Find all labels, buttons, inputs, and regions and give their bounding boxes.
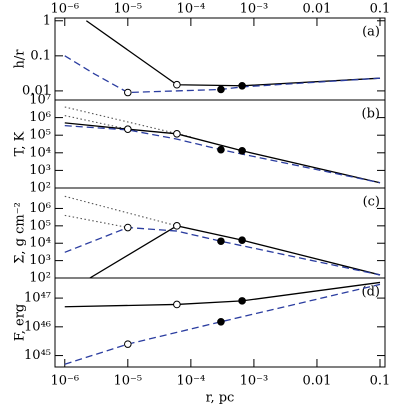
series-line [64, 283, 381, 365]
marker [217, 85, 225, 94]
marker [173, 300, 181, 309]
panel-frame [54, 99, 386, 189]
marker [238, 236, 246, 244]
y-tick-label: 10⁴ [29, 145, 51, 160]
plot-area [64, 106, 381, 184]
plot-area [64, 195, 381, 278]
x-tick-label: 10⁻⁶ [50, 2, 79, 17]
marker [124, 340, 132, 348]
marker [173, 130, 181, 138]
panel-frame [54, 187, 386, 279]
series-line [64, 115, 128, 130]
y-tick-label: 10³ [29, 163, 51, 178]
marker [124, 88, 132, 97]
y-tick-label: 10⁶ [29, 201, 51, 216]
y-tick-label: 10⁴ [29, 236, 51, 251]
series-line [64, 195, 178, 227]
marker [217, 237, 225, 246]
marker [238, 146, 246, 155]
panel-label: (b) [362, 107, 380, 122]
series-line [64, 226, 381, 276]
y-tick-label: 10⁴⁶ [24, 319, 51, 334]
y-tick-label: 10⁵ [29, 128, 51, 143]
y-tick-label: 10³ [29, 253, 51, 268]
x-tick-label: 0.01 [302, 2, 331, 17]
x-tick-label: 0.01 [302, 374, 331, 389]
marker [238, 297, 246, 305]
panel-label: (a) [362, 25, 380, 40]
x-tick-label: 10⁻⁵ [114, 374, 143, 389]
y-tick-label: 0.1 [30, 48, 51, 63]
y-axis-label: T, K [13, 131, 28, 156]
y-tick-label: 10⁵ [29, 218, 51, 233]
series-line [85, 20, 381, 87]
x-tick-label: 10⁻⁴ [177, 2, 206, 17]
series-line [64, 124, 381, 184]
y-tick-label: 10⁴⁷ [24, 291, 51, 306]
y-tick-label: 10⁴⁵ [24, 348, 51, 363]
series-line [64, 55, 381, 94]
x-tick-label: 0.1 [370, 2, 391, 17]
y-tick-label: 1 [43, 13, 51, 28]
y-tick-label: 10² [29, 181, 51, 196]
y-axis-label: Σ, g cm⁻² [13, 202, 28, 264]
series-line [64, 214, 128, 229]
marker [173, 80, 181, 89]
plot-area [64, 281, 381, 365]
marker [217, 145, 225, 154]
panel-label: (d) [362, 285, 380, 300]
plot-area [64, 20, 381, 97]
x-tick-label: 10⁻⁴ [177, 374, 206, 389]
marker [238, 81, 246, 90]
y-tick-label: 0.01 [22, 83, 51, 98]
x-tick-label: 10⁻³ [240, 374, 269, 389]
y-axis-label: F, erg [13, 304, 28, 342]
panel-frame [54, 277, 386, 368]
series-line [89, 225, 381, 278]
y-tick-label: 10² [29, 271, 51, 286]
x-tick-label: 10⁻⁵ [114, 2, 143, 17]
marker [217, 317, 225, 326]
x-tick-label: 10⁻³ [240, 2, 269, 17]
x-tick-label: 10⁻⁶ [50, 374, 79, 389]
x-tick-label: 0.1 [370, 374, 391, 389]
marker [124, 223, 132, 232]
marker [124, 125, 132, 133]
y-tick-label: 10⁷ [29, 93, 51, 108]
series-line [64, 281, 381, 308]
y-axis-label: h/r [13, 49, 28, 69]
panel-label: (c) [363, 195, 380, 210]
series-line [64, 106, 191, 138]
y-tick-label: 10⁶ [29, 110, 51, 125]
x-axis-label: r, pc [206, 391, 235, 405]
marker [173, 222, 181, 230]
